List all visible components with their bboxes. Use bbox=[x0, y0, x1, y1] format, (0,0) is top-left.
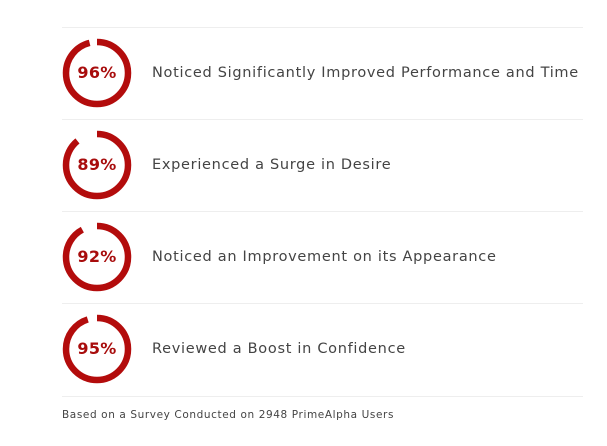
stat-label: Noticed an Improvement on its Appearance bbox=[152, 249, 497, 265]
progress-ring-svg bbox=[62, 130, 132, 200]
progress-ring-fill bbox=[62, 222, 132, 292]
survey-footnote: Based on a Survey Conducted on 2948 Prim… bbox=[62, 409, 395, 421]
progress-ring: 95% bbox=[62, 314, 132, 384]
progress-ring: 92% bbox=[62, 222, 132, 292]
stat-row-performance: 96% Noticed Significantly Improved Perfo… bbox=[62, 38, 607, 112]
progress-ring: 89% bbox=[62, 130, 132, 200]
percent-value: 95% bbox=[77, 339, 117, 358]
progress-ring-fill bbox=[62, 38, 132, 108]
divider bbox=[62, 119, 583, 120]
stat-label: Experienced a Surge in Desire bbox=[152, 157, 392, 173]
progress-ring-fill bbox=[62, 314, 132, 384]
progress-ring-svg bbox=[62, 38, 132, 108]
percent-value: 89% bbox=[77, 155, 117, 174]
divider bbox=[62, 303, 583, 304]
stat-label: Reviewed a Boost in Confidence bbox=[152, 341, 406, 357]
divider bbox=[62, 211, 583, 212]
progress-ring-svg bbox=[62, 314, 132, 384]
stat-row-confidence: 95% Reviewed a Boost in Confidence bbox=[62, 314, 607, 388]
progress-ring-fill bbox=[62, 130, 132, 200]
divider bbox=[62, 396, 583, 397]
stat-label: Noticed Significantly Improved Performan… bbox=[152, 65, 579, 81]
percent-value: 96% bbox=[77, 63, 117, 82]
stat-row-appearance: 92% Noticed an Improvement on its Appear… bbox=[62, 222, 607, 296]
progress-ring-svg bbox=[62, 222, 132, 292]
percent-value: 92% bbox=[77, 247, 117, 266]
divider bbox=[62, 27, 583, 28]
stat-row-desire: 89% Experienced a Surge in Desire bbox=[62, 130, 607, 204]
progress-ring: 96% bbox=[62, 38, 132, 108]
